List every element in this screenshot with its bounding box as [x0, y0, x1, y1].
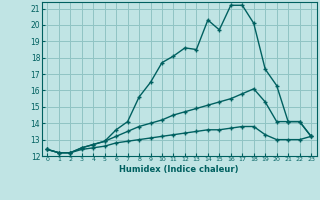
X-axis label: Humidex (Indice chaleur): Humidex (Indice chaleur): [119, 165, 239, 174]
